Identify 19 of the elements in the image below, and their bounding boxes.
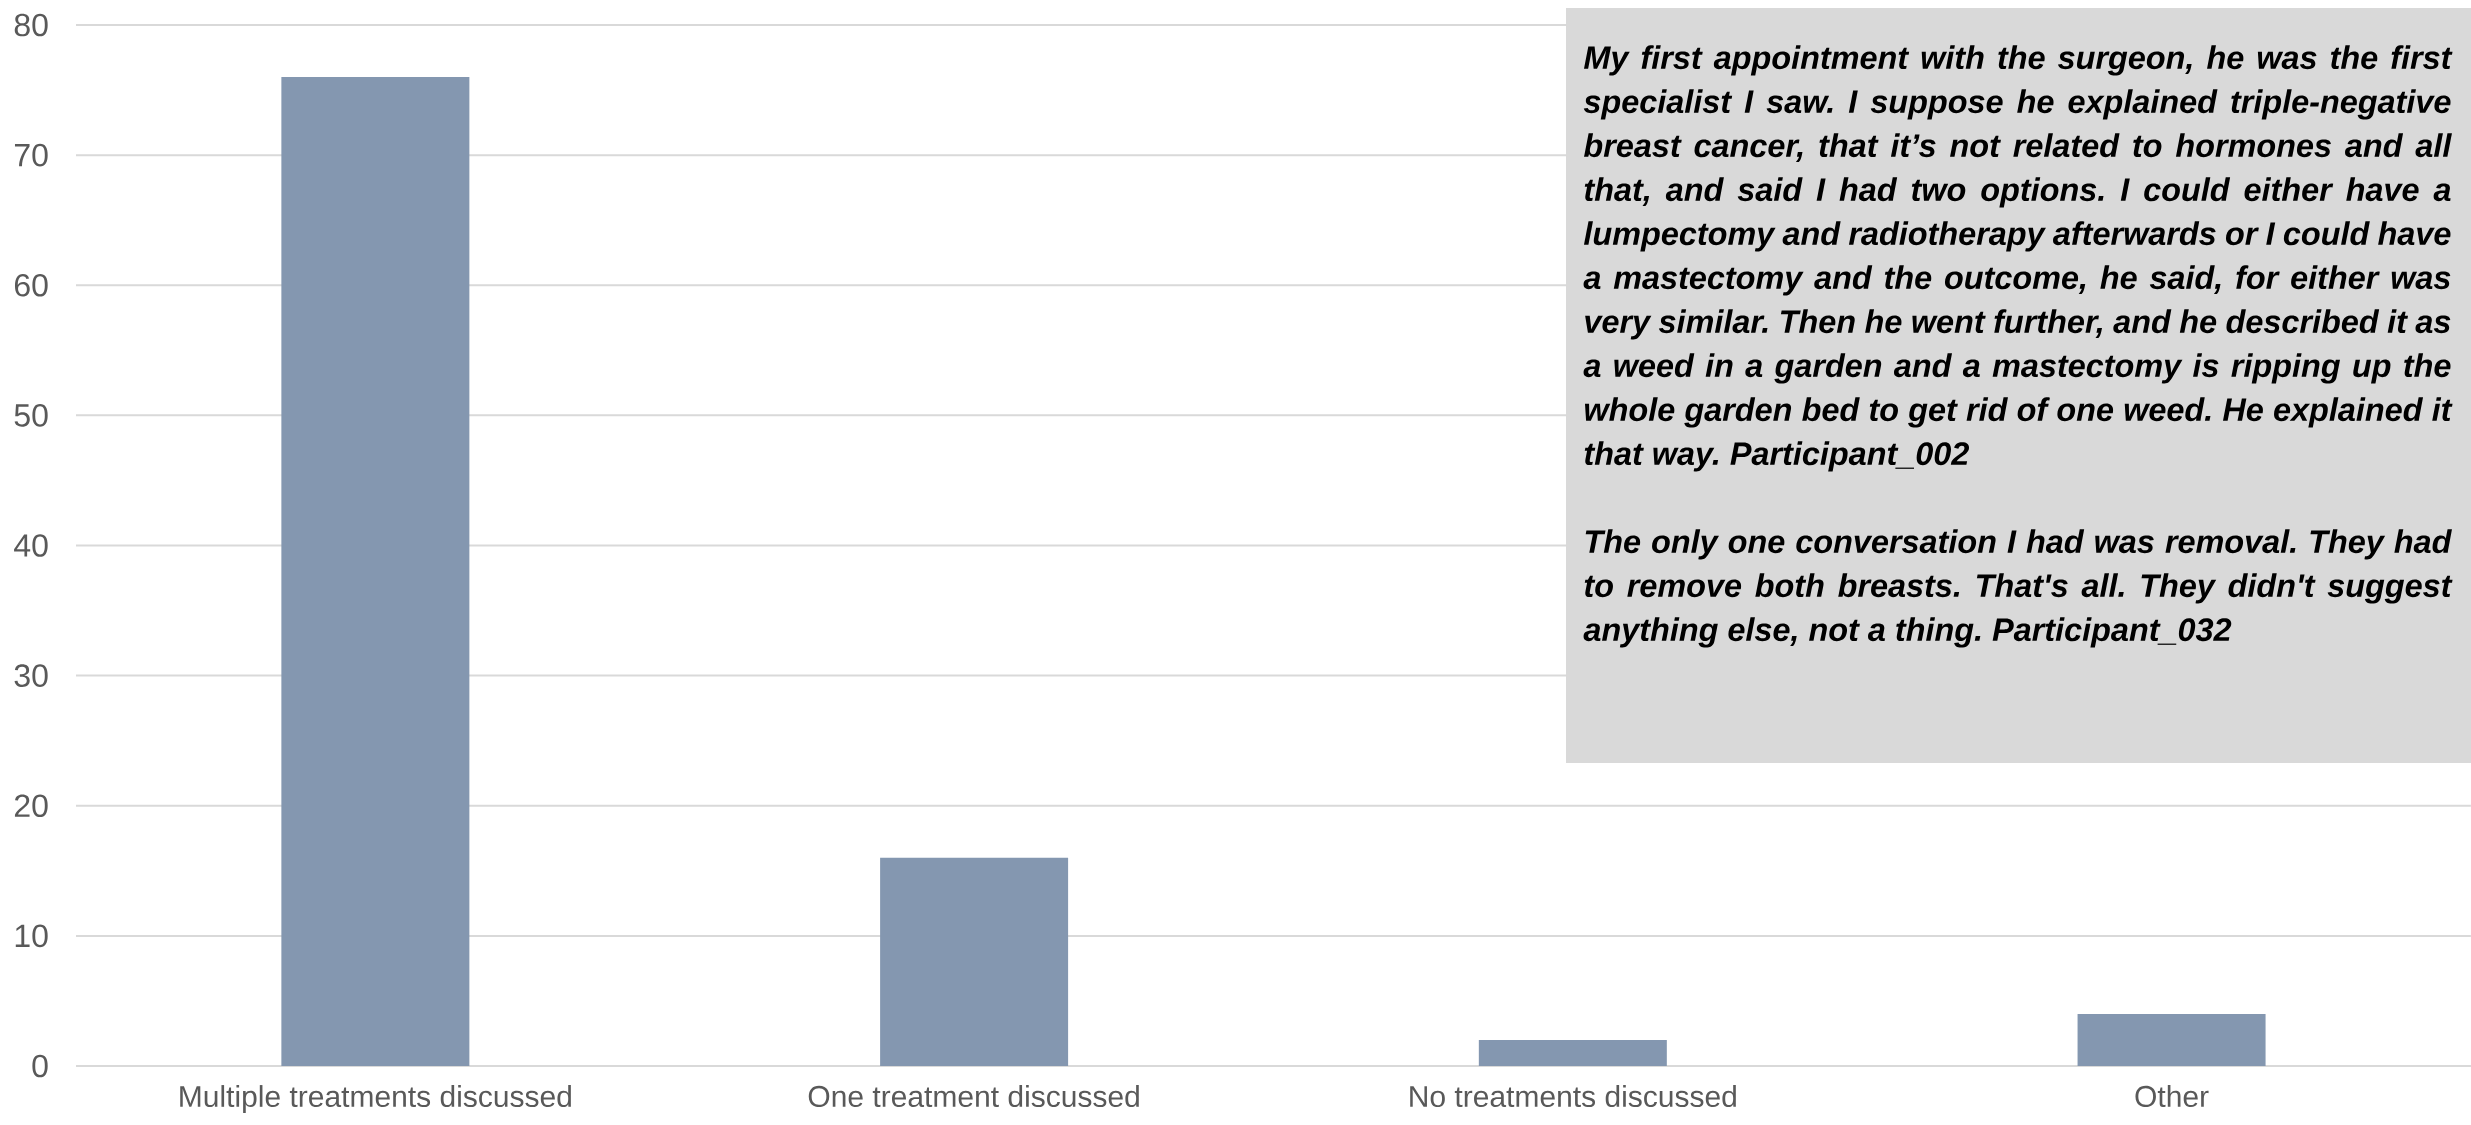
y-tick-label: 80 xyxy=(14,13,48,37)
annotation: The only one conversation I had was removal. They had to remove both breasts. That's all. They didn't suggest anything else, not a thing. Participant_032 xyxy=(1583,529,2453,648)
y-tick-label: 30 xyxy=(14,664,48,687)
y-tick-label: 50 xyxy=(14,404,48,427)
y-tick-label: 0 xyxy=(32,1054,48,1078)
bar xyxy=(281,77,470,1066)
bar xyxy=(880,857,1069,1066)
x-tick-label: One treatment discussed xyxy=(808,1085,1139,1108)
y-tick-label: 70 xyxy=(14,143,48,167)
bar xyxy=(2077,1013,2266,1066)
x-tick-label: Multiple treatments discussed xyxy=(180,1085,571,1114)
y-tick-label: 40 xyxy=(14,534,48,557)
x-tick-label: Other xyxy=(2135,1085,2209,1108)
y-tick-label: 60 xyxy=(14,273,48,297)
x-tick-label: No treatments discussed xyxy=(1410,1085,1736,1108)
y-tick-label: 20 xyxy=(14,794,48,818)
bar xyxy=(1478,1039,1667,1066)
y-tick-label: 10 xyxy=(15,924,48,948)
text: My first appointment with the surgeon, he was the first specialist I saw. I suppose he explained triple-negative breast cancer, that it’s not related to hormones and all that, and said I had two options. I could either have a lumpectomy and radiotherapy afterwards or I could have a mastectomy and the outcome, he said, for either was very similar. Then he went further, and he described it as a weed in a garden and a mastectomy is ripping up the whole garden bed to get rid of one weed. He explained it that way. Participant_002 xyxy=(1583,45,2453,472)
